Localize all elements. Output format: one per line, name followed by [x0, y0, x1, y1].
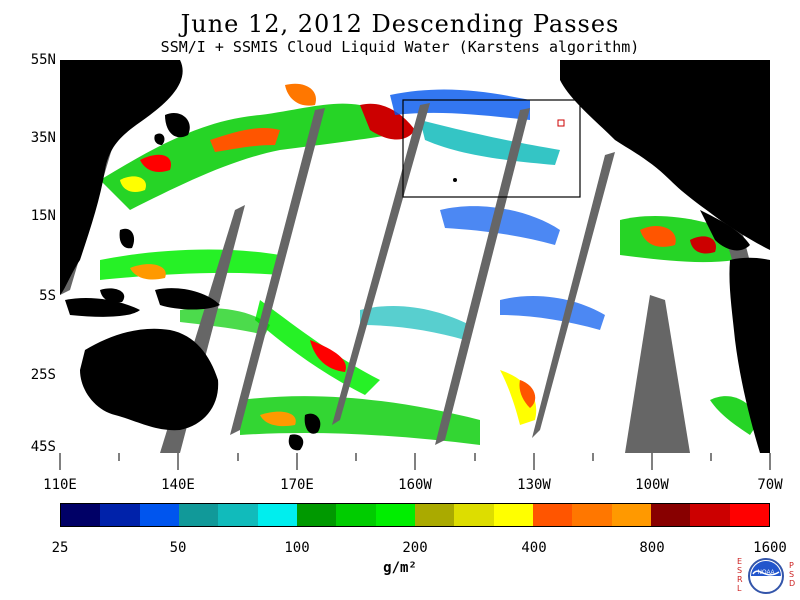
colorbar-swatch-6 [296, 504, 337, 526]
north-america-land [560, 60, 770, 250]
lat-label-5s: 5S [39, 288, 56, 304]
map-canvas [60, 60, 770, 453]
region-marker [557, 119, 565, 127]
colorbar-label-100: 100 [284, 540, 310, 556]
asia-land [60, 60, 183, 295]
new-guinea-land [155, 288, 220, 310]
lat-label-55n: 55N [30, 52, 56, 68]
colorbar-swatch-9 [414, 504, 455, 526]
lon-label-110e: 110E [43, 477, 77, 493]
lon-label-140e: 140E [161, 477, 195, 493]
colorbar-swatch-13 [572, 504, 612, 526]
australia-land [80, 328, 219, 431]
colorbar-label-1600: 1600 [753, 540, 787, 556]
lon-label-130w: 130W [517, 477, 551, 493]
colorbar-swatch-3 [178, 504, 219, 526]
colorbar-swatch-1 [100, 504, 140, 526]
map-subtitle: SSM/I + SSMIS Cloud Liquid Water (Karste… [160, 38, 640, 56]
noaa-emblem-icon: NOAA [748, 558, 784, 594]
lon-label-70w: 70W [757, 477, 783, 493]
colorbar-label-200: 200 [402, 540, 428, 556]
colorbar-swatch-8 [375, 504, 415, 526]
map-title: June 12, 2012 Descending Passes [180, 10, 620, 38]
south-america-land [729, 257, 770, 453]
colorbar-swatch-5 [257, 504, 297, 526]
region-box [402, 99, 581, 198]
colorbar-swatch-17 [729, 504, 769, 526]
colorbar-label-25: 25 [51, 540, 69, 556]
lon-label-100w: 100W [635, 477, 669, 493]
lat-label-35n: 35N [30, 130, 56, 146]
colorbar-swatch-15 [650, 504, 691, 526]
colorbar-swatch-0 [61, 504, 101, 526]
colorbar-swatch-10 [454, 504, 494, 526]
colorbar-label-400: 400 [521, 540, 547, 556]
land-masses [60, 60, 770, 453]
colorbar [60, 503, 770, 527]
lat-label-15n: 15N [30, 208, 56, 224]
colorbar-swatch-16 [690, 504, 730, 526]
map-panel [60, 60, 770, 453]
lon-label-160w: 160W [398, 477, 432, 493]
colorbar-label-800: 800 [639, 540, 665, 556]
lat-label-25s: 25S [30, 367, 56, 383]
colorbar-units: g/m² [383, 560, 417, 576]
colorbar-swatch-12 [532, 504, 573, 526]
colorbar-label-50: 50 [169, 540, 187, 556]
lat-label-45s: 45S [30, 439, 56, 455]
colorbar-swatch-4 [218, 504, 258, 526]
colorbar-swatch-2 [139, 504, 179, 526]
lon-label-170e: 170E [280, 477, 314, 493]
colorbar-swatch-11 [493, 504, 533, 526]
svg-text:NOAA: NOAA [757, 570, 774, 576]
colorbar-swatch-14 [611, 504, 651, 526]
colorbar-swatch-7 [336, 504, 376, 526]
